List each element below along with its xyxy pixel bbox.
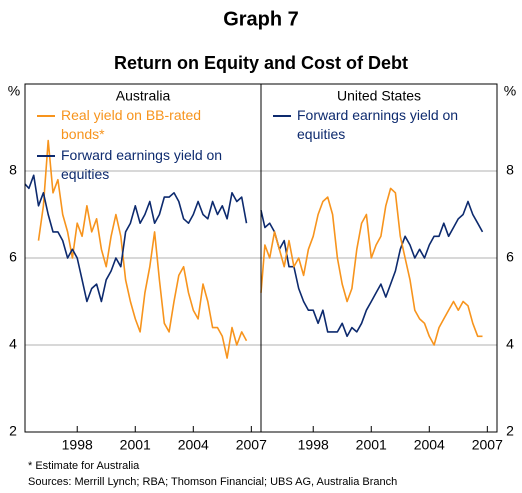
y-tick-label: 6 bbox=[9, 249, 17, 265]
legend-label: Forward earnings yield on equities bbox=[297, 107, 459, 142]
footnote: * Estimate for Australia bbox=[28, 460, 140, 472]
panel-title: United States bbox=[337, 88, 421, 104]
legend-label: Forward earnings yield on equities bbox=[61, 147, 223, 182]
y-tick-label: 6 bbox=[506, 249, 514, 265]
y-tick-label: 2 bbox=[9, 423, 17, 439]
x-tick-label: 2007 bbox=[236, 437, 267, 453]
x-tick-label: 2001 bbox=[356, 437, 387, 453]
legend-label: Real yield on BB-rated bonds* bbox=[61, 107, 202, 142]
y-tick-label: 4 bbox=[9, 336, 17, 352]
y-unit: % bbox=[504, 83, 516, 99]
y-unit: % bbox=[8, 83, 20, 99]
series-line bbox=[24, 174, 248, 303]
y-tick-label: 8 bbox=[9, 162, 17, 178]
x-tick-label: 2004 bbox=[178, 437, 209, 453]
x-tick-label: 1998 bbox=[298, 437, 329, 453]
x-tick-label: 2004 bbox=[414, 437, 445, 453]
panel-title: Australia bbox=[116, 88, 171, 104]
series-line bbox=[260, 187, 483, 346]
x-tick-label: 1998 bbox=[62, 437, 93, 453]
chart-subtitle: Return on Equity and Cost of Debt bbox=[114, 53, 408, 73]
x-tick-label: 2007 bbox=[472, 437, 503, 453]
y-tick-label: 2 bbox=[506, 423, 514, 439]
x-tick-label: 2001 bbox=[120, 437, 151, 453]
chart-title: Graph 7 bbox=[223, 8, 299, 30]
y-tick-label: 4 bbox=[506, 336, 514, 352]
series-line bbox=[260, 200, 484, 338]
sources: Sources: Merrill Lynch; RBA; Thomson Fin… bbox=[28, 476, 398, 488]
y-tick-label: 8 bbox=[506, 162, 514, 178]
